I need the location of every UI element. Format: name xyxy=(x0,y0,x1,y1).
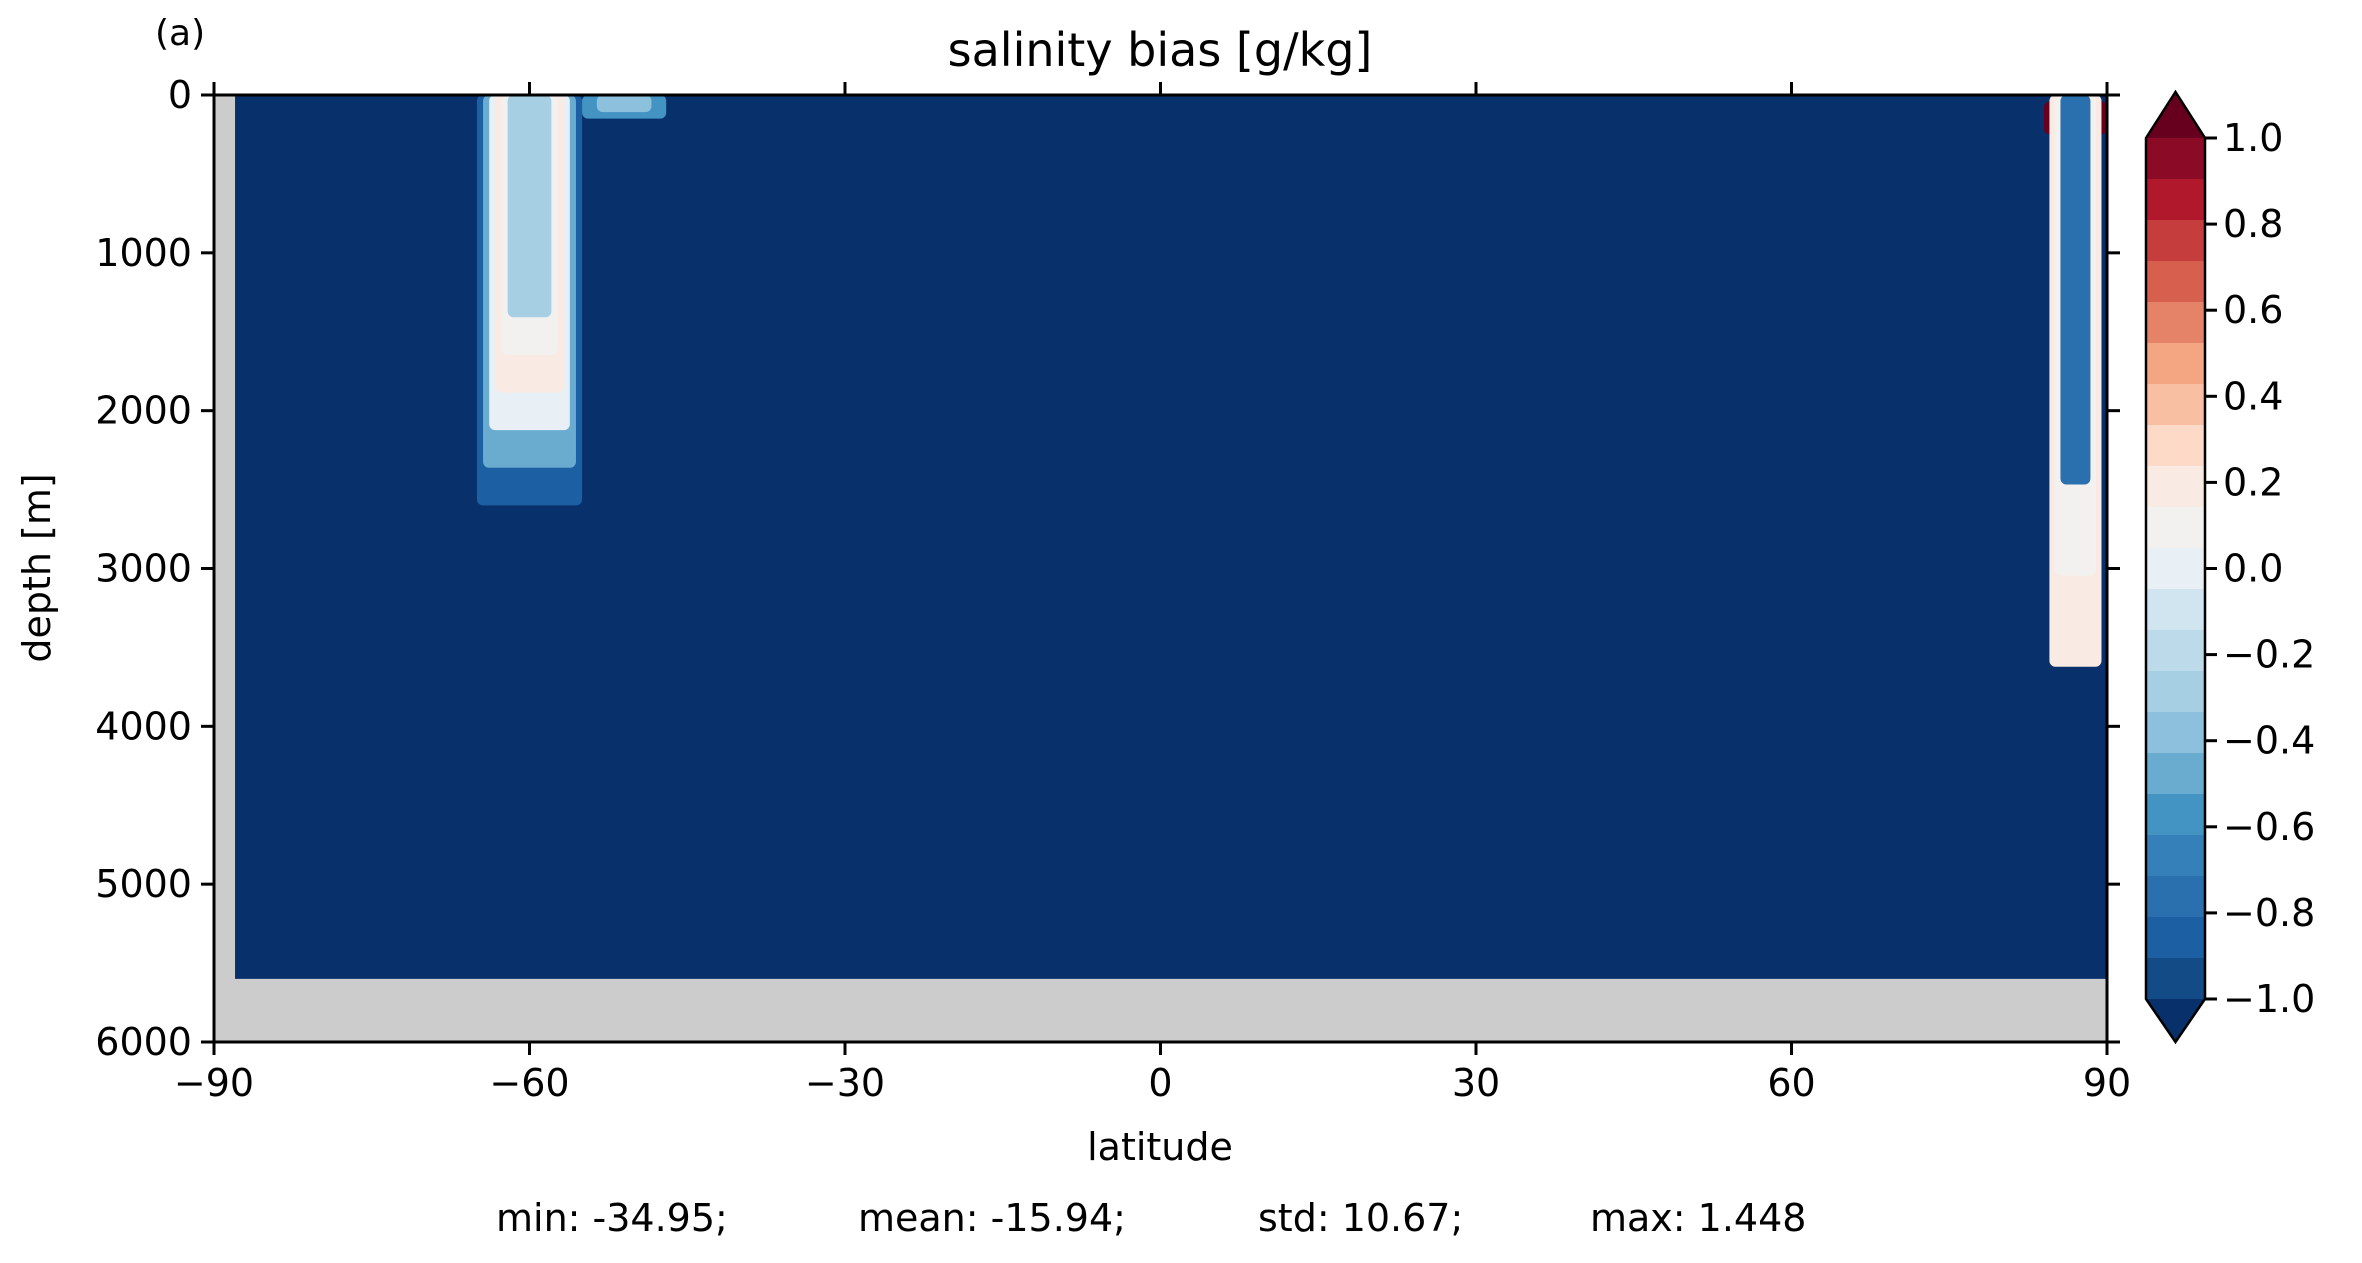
colorbar-segment xyxy=(2146,835,2205,877)
y-tick-label: 6000 xyxy=(95,1020,192,1064)
x-axis: −90 −60 −30 0 30 60 90 xyxy=(174,82,2131,1105)
colorbar-tick-label: −0.6 xyxy=(2223,805,2315,849)
colorbar-segment xyxy=(2146,548,2205,590)
y-tick-label: 0 xyxy=(168,73,192,117)
plot-area xyxy=(212,93,2109,1044)
colorbar-segment xyxy=(2146,302,2205,344)
y-tick-label: 3000 xyxy=(95,547,192,591)
colorbar-tick-label: 0.2 xyxy=(2223,460,2283,504)
colorbar-extend-low xyxy=(2146,999,2205,1042)
colorbar-tick-label: 0.8 xyxy=(2223,202,2283,246)
feature-southern-tongue xyxy=(582,95,667,119)
colorbar-segment xyxy=(2146,466,2205,508)
colorbar-segment xyxy=(2146,712,2205,754)
feature-band xyxy=(2060,95,2091,485)
panel-label: (a) xyxy=(155,13,205,54)
colorbar-segment xyxy=(2146,589,2205,631)
colorbar-segment xyxy=(2146,425,2205,467)
colorbar-tick-label: 0.0 xyxy=(2223,547,2283,591)
x-axis-label: latitude xyxy=(1087,1125,1233,1169)
colorbar-segment xyxy=(2146,630,2205,672)
y-tick-label: 5000 xyxy=(95,862,192,906)
colorbar-segment xyxy=(2146,507,2205,549)
x-tick-label: −90 xyxy=(174,1061,254,1105)
colorbar-segment xyxy=(2146,958,2205,1000)
feature-arctic xyxy=(2043,95,2107,667)
y-tick-label: 2000 xyxy=(95,389,192,433)
feature-southern xyxy=(476,95,583,506)
x-tick-label: 30 xyxy=(1452,1061,1500,1105)
colorbar-tick-label: −0.4 xyxy=(2223,719,2315,763)
stat-max: max: 1.448 xyxy=(1590,1196,1807,1240)
colorbar-segment xyxy=(2146,794,2205,836)
colorbar-tick-label: −0.8 xyxy=(2223,891,2315,935)
stat-min: min: -34.95; xyxy=(496,1196,728,1240)
chart-title: salinity bias [g/kg] xyxy=(948,23,1373,77)
y-axis-label: depth [m] xyxy=(15,473,59,662)
summary-statistics: min: -34.95; mean: -15.94; std: 10.67; m… xyxy=(0,1196,2362,1244)
colorbar-segment xyxy=(2146,917,2205,959)
colorbar-segment xyxy=(2146,876,2205,918)
x-tick-label: 60 xyxy=(1767,1061,1815,1105)
x-tick-label: 0 xyxy=(1148,1061,1172,1105)
feature-band xyxy=(596,95,652,113)
colorbar-segment xyxy=(2146,384,2205,426)
colorbar-extend-high xyxy=(2146,92,2205,138)
colorbar-segment xyxy=(2146,138,2205,180)
colorbar-tick-label: 1.0 xyxy=(2223,116,2283,160)
x-tick-label: −30 xyxy=(805,1061,885,1105)
colorbar-tick-label: 0.4 xyxy=(2223,374,2283,418)
x-tick-label: −60 xyxy=(489,1061,569,1105)
feature-band xyxy=(507,95,552,318)
x-tick-label: 90 xyxy=(2083,1061,2131,1105)
bias-features xyxy=(476,95,2107,667)
stat-std: std: 10.67; xyxy=(1258,1196,1464,1240)
colorbar-tick-label: −0.2 xyxy=(2223,633,2315,677)
colorbar-segment xyxy=(2146,220,2205,262)
colorbar-tick-label: 0.6 xyxy=(2223,288,2283,332)
stat-mean: mean: -15.94; xyxy=(858,1196,1126,1240)
colorbar-segment xyxy=(2146,671,2205,713)
colorbar-segment xyxy=(2146,261,2205,303)
colorbar-segment xyxy=(2146,753,2205,795)
colorbar-segment xyxy=(2146,343,2205,385)
colorbar-tick-label: −1.0 xyxy=(2223,977,2315,1021)
colorbar: 1.0 0.8 0.6 0.4 0.2 0.0 −0.2 −0.4 −0.6 −0.8 −1.0 xyxy=(2144,89,2315,1045)
y-tick-label: 4000 xyxy=(95,704,192,748)
y-tick-label: 1000 xyxy=(95,231,192,275)
y-axis: 0 1000 2000 3000 4000 5000 6000 xyxy=(95,73,2120,1064)
colorbar-segment xyxy=(2146,179,2205,221)
